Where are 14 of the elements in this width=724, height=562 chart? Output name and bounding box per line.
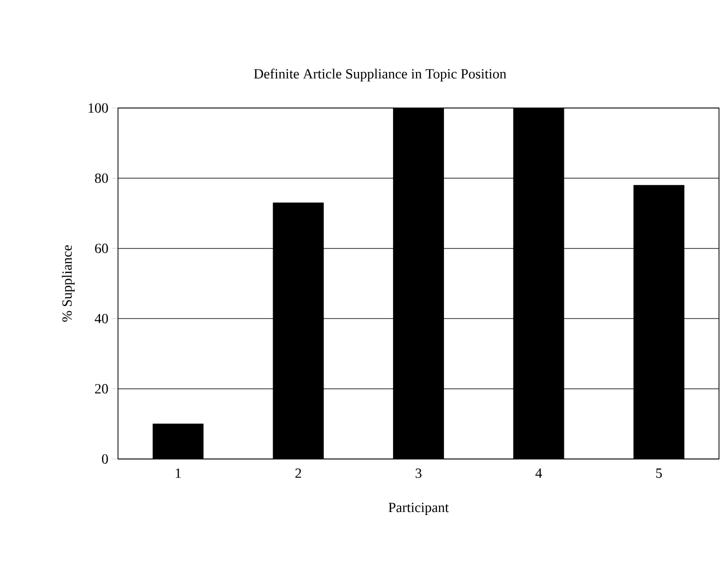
y-tick-label: 80 [95,173,108,183]
x-axis-title: Participant [388,502,449,516]
x-tick-label: 1 [176,468,181,478]
y-tick-label: 60 [95,244,108,254]
chart-title: Definite Article Suppliance in Topic Position [254,68,506,82]
y-tick-label: 0 [102,454,108,464]
x-tick-label: 5 [656,468,662,478]
x-tick-label: 4 [535,468,542,478]
x-tick-label: 2 [295,468,302,478]
y-tick-label: 20 [95,384,108,394]
x-tick-label: 3 [416,468,422,478]
y-tick-label: 40 [94,314,108,324]
y-tick-label: 100 [88,103,108,113]
y-axis-title: % Suppliance [62,245,75,322]
